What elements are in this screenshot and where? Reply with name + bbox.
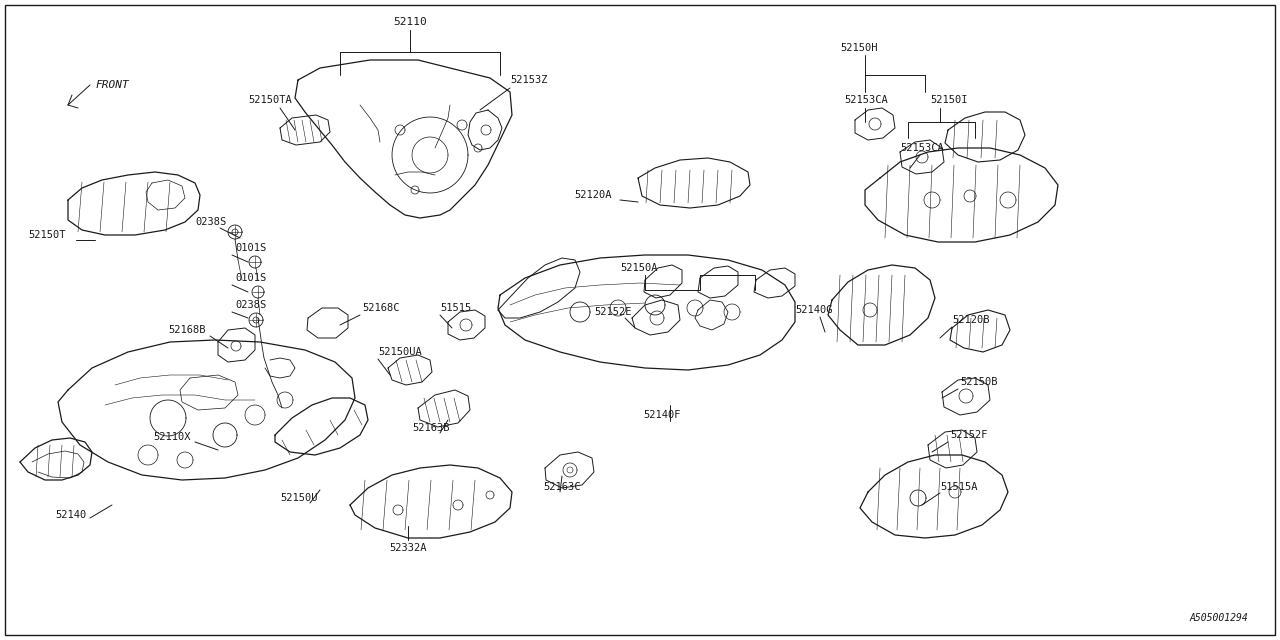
Text: 52120B: 52120B: [952, 315, 989, 325]
Text: 52150I: 52150I: [931, 95, 968, 105]
Text: 52150A: 52150A: [620, 263, 658, 273]
Text: 52110: 52110: [393, 17, 426, 27]
Text: 52120A: 52120A: [573, 190, 612, 200]
Text: 52153CA: 52153CA: [900, 143, 943, 153]
Text: FRONT: FRONT: [95, 80, 129, 90]
Text: A505001294: A505001294: [1189, 613, 1248, 623]
Text: 52150UA: 52150UA: [378, 347, 421, 357]
Text: 0238S: 0238S: [195, 217, 227, 227]
Text: 52150H: 52150H: [840, 43, 878, 53]
Text: 0238S: 0238S: [236, 300, 266, 310]
Text: 52153CA: 52153CA: [844, 95, 888, 105]
Text: 52168B: 52168B: [168, 325, 206, 335]
Text: 52140G: 52140G: [795, 305, 832, 315]
Text: 0101S: 0101S: [236, 273, 266, 283]
Text: 52168C: 52168C: [362, 303, 399, 313]
Text: 51515A: 51515A: [940, 482, 978, 492]
Text: 52150T: 52150T: [28, 230, 65, 240]
Text: 52153Z: 52153Z: [509, 75, 548, 85]
Text: 52140: 52140: [55, 510, 86, 520]
Text: 52163C: 52163C: [543, 482, 581, 492]
Text: 52140F: 52140F: [643, 410, 681, 420]
Text: 52150TA: 52150TA: [248, 95, 292, 105]
Text: 52332A: 52332A: [389, 543, 426, 553]
Text: 51515: 51515: [440, 303, 471, 313]
Text: 52110X: 52110X: [154, 432, 191, 442]
Text: 0101S: 0101S: [236, 243, 266, 253]
Text: 52152E: 52152E: [594, 307, 631, 317]
Text: 52163B: 52163B: [412, 423, 449, 433]
Text: 52152F: 52152F: [950, 430, 987, 440]
Text: 52150B: 52150B: [960, 377, 997, 387]
Text: 52150U: 52150U: [280, 493, 317, 503]
